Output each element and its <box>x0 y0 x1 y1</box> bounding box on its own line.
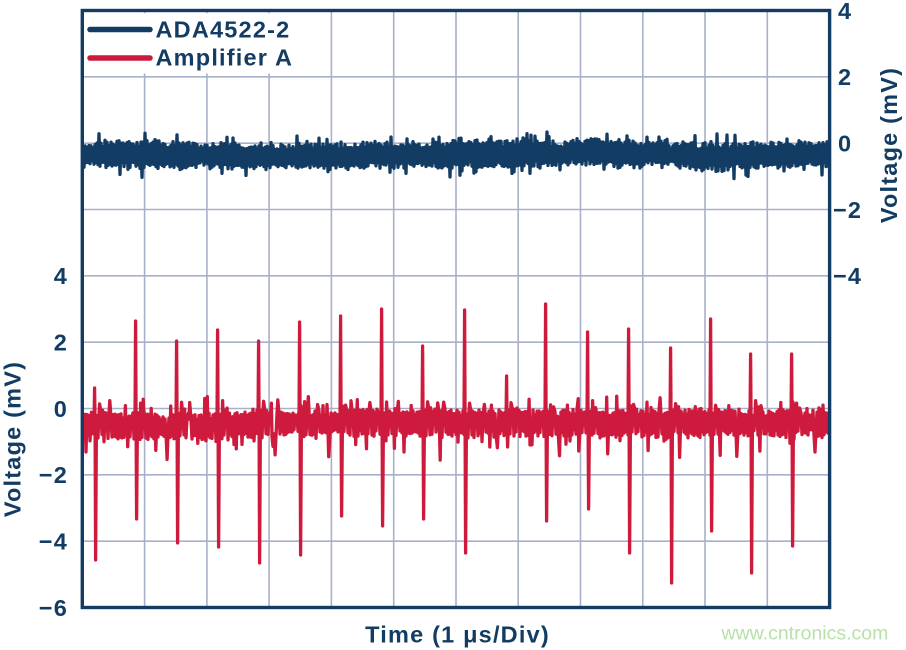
svg-text:−4: −4 <box>39 529 68 555</box>
svg-text:−2: −2 <box>833 197 862 223</box>
svg-text:Voltage (mV): Voltage (mV) <box>876 67 902 223</box>
svg-text:4: 4 <box>838 0 852 24</box>
svg-text:2: 2 <box>838 64 852 90</box>
svg-text:Time (1 μs/Div): Time (1 μs/Div) <box>365 622 550 648</box>
svg-text:−4: −4 <box>833 263 862 289</box>
svg-text:4: 4 <box>54 263 68 289</box>
svg-text:Amplifier A: Amplifier A <box>156 45 294 71</box>
svg-text:Voltage (mV): Voltage (mV) <box>0 361 26 517</box>
svg-text:ADA4522-2: ADA4522-2 <box>156 17 291 43</box>
svg-text:0: 0 <box>54 396 68 422</box>
svg-text:www.cntronics.com: www.cntronics.com <box>721 623 889 645</box>
svg-text:0: 0 <box>838 131 852 157</box>
svg-text:2: 2 <box>54 330 68 356</box>
svg-text:−2: −2 <box>39 462 68 488</box>
svg-text:−6: −6 <box>39 595 68 621</box>
